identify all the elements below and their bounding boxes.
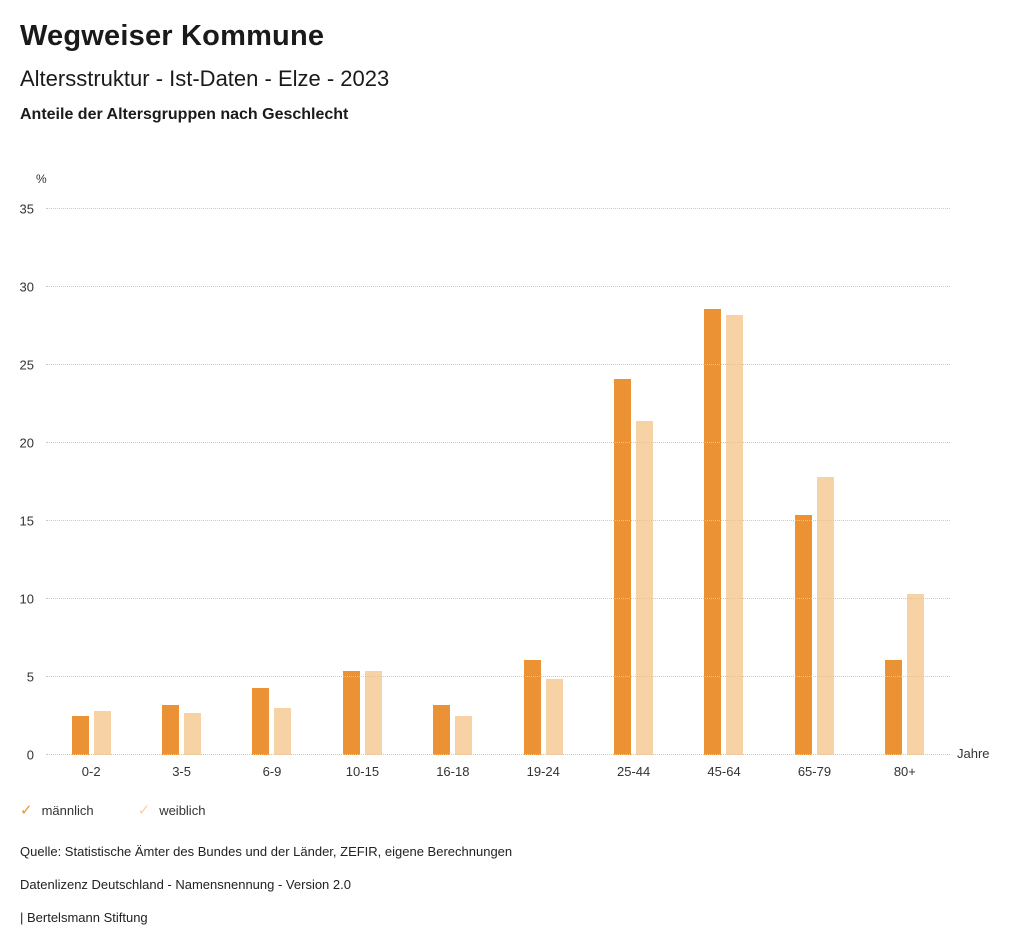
gridline bbox=[46, 520, 950, 521]
license-text: Datenlizenz Deutschland - Namensnennung … bbox=[20, 877, 351, 892]
x-tick-label: 10-15 bbox=[345, 764, 380, 779]
gridline bbox=[46, 286, 950, 287]
checkmark-icon: ✓ bbox=[137, 802, 151, 819]
x-tick-label: 25-44 bbox=[617, 764, 651, 779]
gridline bbox=[46, 676, 950, 677]
x-tick-label: 65-79 bbox=[797, 764, 832, 779]
bar-group bbox=[794, 209, 834, 755]
bar-weiblich[interactable] bbox=[907, 594, 925, 755]
legend-item-männlich[interactable]: ✓ männlich bbox=[20, 803, 94, 818]
bar-männlich[interactable] bbox=[162, 705, 180, 755]
y-tick-label: 0 bbox=[26, 747, 34, 763]
bar-group bbox=[704, 209, 744, 755]
x-axis: 0-2 3-5 6-9 10-15 16-18 19-24 25-44 45-64 65-79 8… bbox=[46, 764, 950, 779]
bar-männlich[interactable] bbox=[252, 687, 270, 755]
bar-group bbox=[162, 209, 202, 755]
x-tick-label: 3-5 bbox=[172, 764, 191, 779]
bar-männlich[interactable] bbox=[71, 716, 89, 755]
y-tick-label: 35 bbox=[19, 201, 34, 217]
chart-subtitle: Altersstruktur - Ist-Daten - Elze - 2023 bbox=[20, 66, 390, 91]
x-tick-label: 45-64 bbox=[707, 764, 741, 779]
x-tick-label: 19-24 bbox=[526, 764, 560, 779]
page-title: Wegweiser Kommune bbox=[20, 20, 325, 52]
bar-männlich[interactable] bbox=[342, 670, 360, 755]
x-tick-label: 6-9 bbox=[262, 764, 282, 779]
bar-group bbox=[342, 209, 382, 755]
bar-group bbox=[71, 209, 111, 755]
bar-group bbox=[252, 209, 292, 755]
x-tick-label: 80+ bbox=[893, 764, 916, 779]
bar-männlich[interactable] bbox=[614, 379, 632, 755]
legend-label: männlich bbox=[41, 803, 94, 818]
bar-männlich[interactable] bbox=[704, 308, 722, 755]
y-tick-label: 10 bbox=[19, 591, 34, 607]
bar-weiblich[interactable] bbox=[184, 712, 202, 755]
bar-männlich[interactable] bbox=[523, 659, 541, 755]
x-tick-label: 16-18 bbox=[436, 764, 470, 779]
bar-männlich[interactable] bbox=[433, 705, 451, 755]
x-axis-unit-label: Jahre bbox=[957, 746, 990, 761]
y-axis: 0 5 10 15 20 25 30 35 bbox=[0, 203, 38, 762]
gridline bbox=[46, 364, 950, 365]
bar-weiblich[interactable] bbox=[726, 315, 744, 755]
bar-weiblich[interactable] bbox=[816, 477, 834, 755]
plot-area bbox=[46, 208, 950, 755]
bar-group bbox=[433, 209, 473, 755]
bar-weiblich[interactable] bbox=[545, 678, 563, 755]
bar-group bbox=[614, 209, 654, 755]
bar-weiblich[interactable] bbox=[455, 716, 473, 755]
legend-item-weiblich[interactable]: ✓ weiblich bbox=[138, 803, 206, 818]
x-tick-label: 0-2 bbox=[81, 764, 101, 779]
gridline bbox=[46, 598, 950, 599]
bar-weiblich[interactable] bbox=[364, 670, 382, 755]
bar-männlich[interactable] bbox=[794, 514, 812, 755]
footer: Quelle: Statistische Ämter des Bundes un… bbox=[20, 844, 512, 943]
y-tick-label: 25 bbox=[19, 357, 34, 373]
gridline bbox=[46, 754, 950, 755]
y-tick-label: 20 bbox=[19, 435, 34, 451]
legend-label: weiblich bbox=[159, 803, 206, 818]
chart-heading: Anteile der Altersgruppen nach Geschlech… bbox=[20, 106, 349, 123]
bar-weiblich[interactable] bbox=[93, 711, 111, 755]
gridline bbox=[46, 442, 950, 443]
gridline bbox=[46, 208, 950, 209]
y-tick-label: 5 bbox=[26, 669, 34, 685]
bar-weiblich[interactable] bbox=[636, 421, 654, 755]
attribution-text: | Bertelsmann Stiftung bbox=[20, 910, 148, 925]
bar-group bbox=[885, 209, 925, 755]
y-tick-label: 30 bbox=[19, 279, 34, 295]
bar-group bbox=[523, 209, 563, 755]
bar-männlich[interactable] bbox=[885, 659, 903, 755]
bar-weiblich[interactable] bbox=[274, 708, 292, 755]
y-axis-unit-label: % bbox=[36, 172, 47, 186]
legend: ✓ männlich ✓ weiblich bbox=[20, 803, 205, 818]
checkmark-icon: ✓ bbox=[20, 802, 33, 819]
bar-groups bbox=[46, 209, 950, 755]
y-tick-label: 15 bbox=[19, 513, 34, 529]
source-text: Quelle: Statistische Ämter des Bundes un… bbox=[20, 844, 513, 859]
